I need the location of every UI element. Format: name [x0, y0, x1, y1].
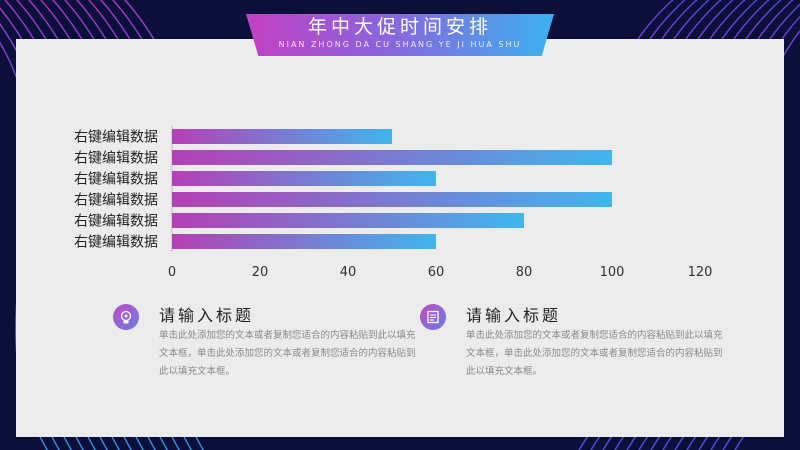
bar: [172, 213, 524, 228]
category-label: 右键编辑数据: [74, 172, 158, 188]
category-label: 右键编辑数据: [74, 214, 158, 230]
category-label: 右键编辑数据: [74, 151, 158, 167]
info-title: 请输入标题: [466, 306, 562, 325]
x-tick-label: 20: [252, 265, 269, 280]
x-tick-label: 100: [600, 265, 625, 280]
info-title: 请输入标题: [159, 306, 255, 325]
x-tick-label: 120: [688, 265, 713, 280]
x-tick-label: 80: [516, 265, 533, 280]
x-tick-label: 0: [168, 265, 176, 280]
bar: [172, 192, 612, 207]
x-tick-label: 40: [340, 265, 357, 280]
info-body: 单击此处添加您的文本或者复制您适合的内容粘贴到此以填充文本框，单击此处添加您的文…: [159, 330, 416, 377]
document-icon: [420, 304, 446, 330]
x-tick-label: 60: [428, 265, 445, 280]
info-body: 单击此处添加您的文本或者复制您适合的内容粘贴到此以填充文本框，单击此处添加您的文…: [466, 330, 723, 377]
bar: [172, 234, 436, 249]
head-gear-icon: [113, 304, 139, 330]
category-label: 右键编辑数据: [74, 193, 158, 209]
category-label: 右键编辑数据: [74, 130, 158, 146]
category-label: 右键编辑数据: [74, 235, 158, 251]
title-banner: 年中大促时间安排 NIAN ZHONG DA CU SHANG YE JI HU…: [246, 14, 554, 56]
bar: [172, 129, 392, 144]
slide-subtitle: NIAN ZHONG DA CU SHANG YE JI HUA SHU: [278, 40, 522, 49]
bar: [172, 150, 612, 165]
bar: [172, 171, 436, 186]
slide-title: 年中大促时间安排: [307, 16, 492, 38]
